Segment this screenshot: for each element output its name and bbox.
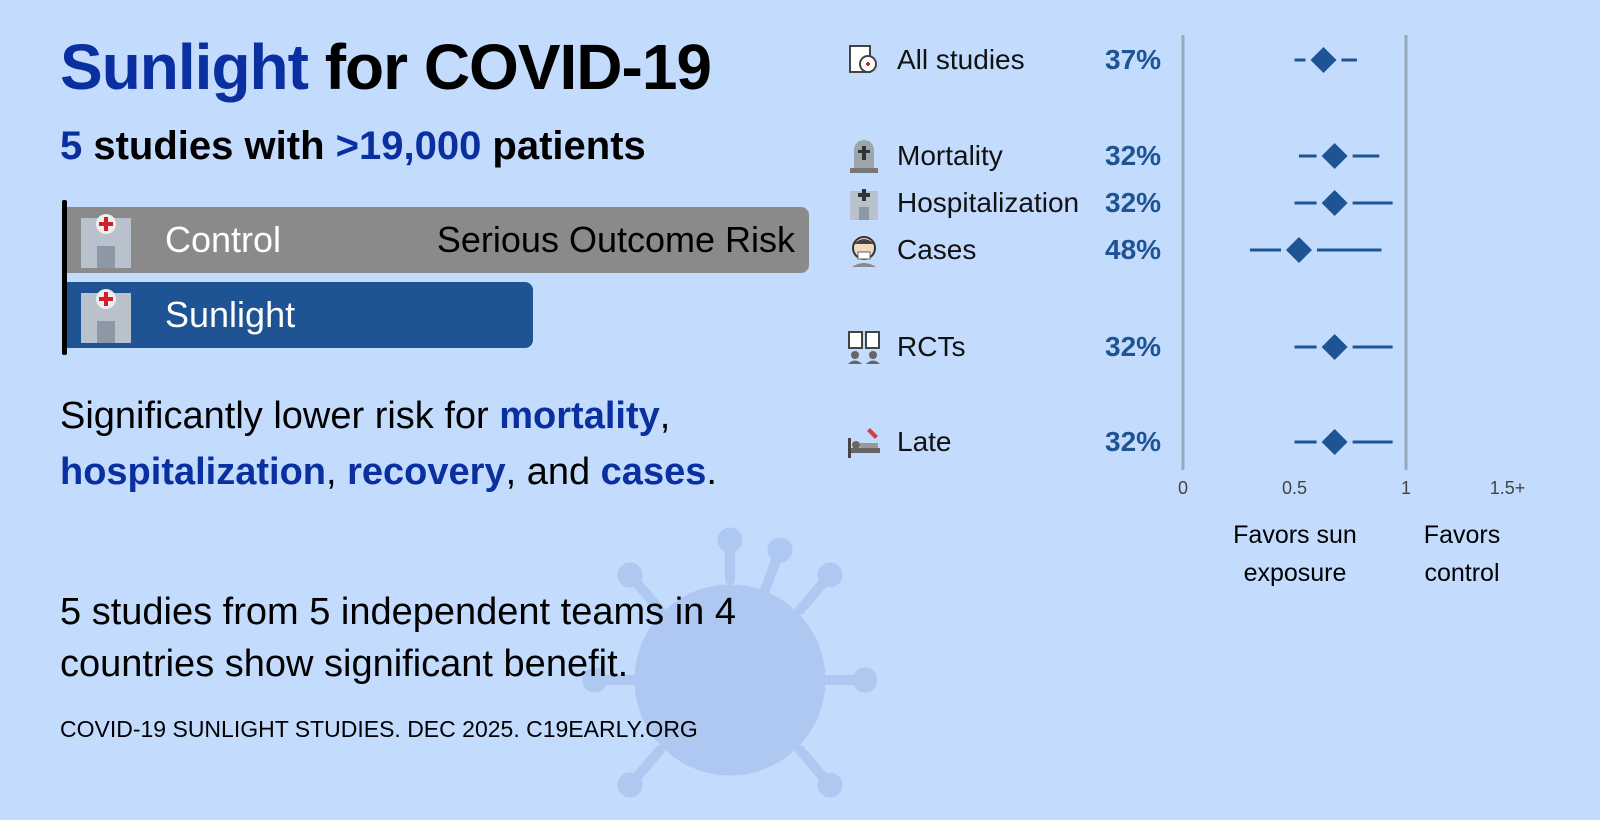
ab-test-icon: [846, 329, 882, 365]
summary-text: Significantly lower risk for mortality, …: [60, 395, 717, 493]
row-percent: 37%: [1105, 44, 1162, 75]
keyword-mortality: mortality: [499, 395, 660, 437]
virus-watermark-icon: [582, 527, 878, 798]
row-label: Mortality: [897, 140, 1003, 171]
hospital-bed-icon: [846, 424, 882, 460]
study-count: 5: [60, 124, 83, 168]
title-highlight: Sunlight: [60, 31, 309, 103]
row-label: Late: [897, 426, 952, 457]
row-percent: 32%: [1105, 187, 1162, 218]
row-percent: 32%: [1105, 140, 1162, 171]
row-label: RCTs: [897, 331, 966, 362]
estimate-diamond: [1321, 190, 1348, 216]
control-risk-bar: Control Serious Outcome Risk: [67, 207, 809, 273]
keyword-cases: cases: [600, 451, 707, 493]
row-label: All studies: [897, 44, 1025, 75]
patient-count: >19,000: [335, 124, 482, 168]
hospital-icon: [846, 185, 882, 221]
bar-baseline: [62, 200, 67, 355]
footer-source: COVID-19 SUNLIGHT STUDIES. DEC 2025. C19…: [60, 716, 698, 742]
keyword-hospitalization: hospitalization: [60, 451, 326, 493]
estimate-diamond: [1321, 334, 1348, 360]
control-label: Control: [165, 219, 282, 260]
estimate-diamond: [1321, 429, 1348, 455]
sunlight-label: Sunlight: [165, 294, 296, 335]
favors-control-label: Favors control: [1423, 521, 1501, 587]
tombstone-icon: [846, 138, 882, 174]
row-label: Hospitalization: [897, 187, 1080, 218]
subtitle: 5 studies with >19,000 patients: [60, 124, 646, 169]
favors-treatment-label: Favors sun exposure: [1233, 521, 1357, 587]
row-percent: 48%: [1105, 234, 1162, 265]
page-title: Sunlight for COVID-19: [60, 30, 712, 104]
row-percent: 32%: [1105, 331, 1162, 362]
estimate-diamond: [1310, 47, 1337, 73]
subtitle-text-end: patients: [481, 124, 646, 168]
x-tick-label: 0: [1177, 478, 1189, 498]
estimate-diamond: [1321, 143, 1348, 169]
x-tick-label: 1: [1400, 478, 1412, 498]
title-rest: for COVID-19: [307, 31, 712, 103]
x-tick-label: 0.5: [1281, 478, 1308, 498]
teams-text: 5 studies from 5 independent teams in 4 …: [60, 591, 736, 685]
sick-person-icon: [846, 232, 882, 268]
study-documents-icon: [846, 42, 882, 78]
row-percent: 32%: [1105, 426, 1162, 457]
row-label: Cases: [897, 234, 977, 265]
subtitle-text: studies with: [82, 124, 336, 168]
estimate-diamond: [1285, 237, 1312, 263]
outcome-label: Serious Outcome Risk: [436, 219, 795, 260]
hospital-icon: [81, 289, 131, 343]
hospital-icon: [81, 214, 131, 268]
x-tick-label: 1.5+: [1489, 478, 1526, 498]
sunlight-risk-bar: Sunlight: [67, 282, 533, 348]
keyword-recovery: recovery: [347, 451, 506, 493]
